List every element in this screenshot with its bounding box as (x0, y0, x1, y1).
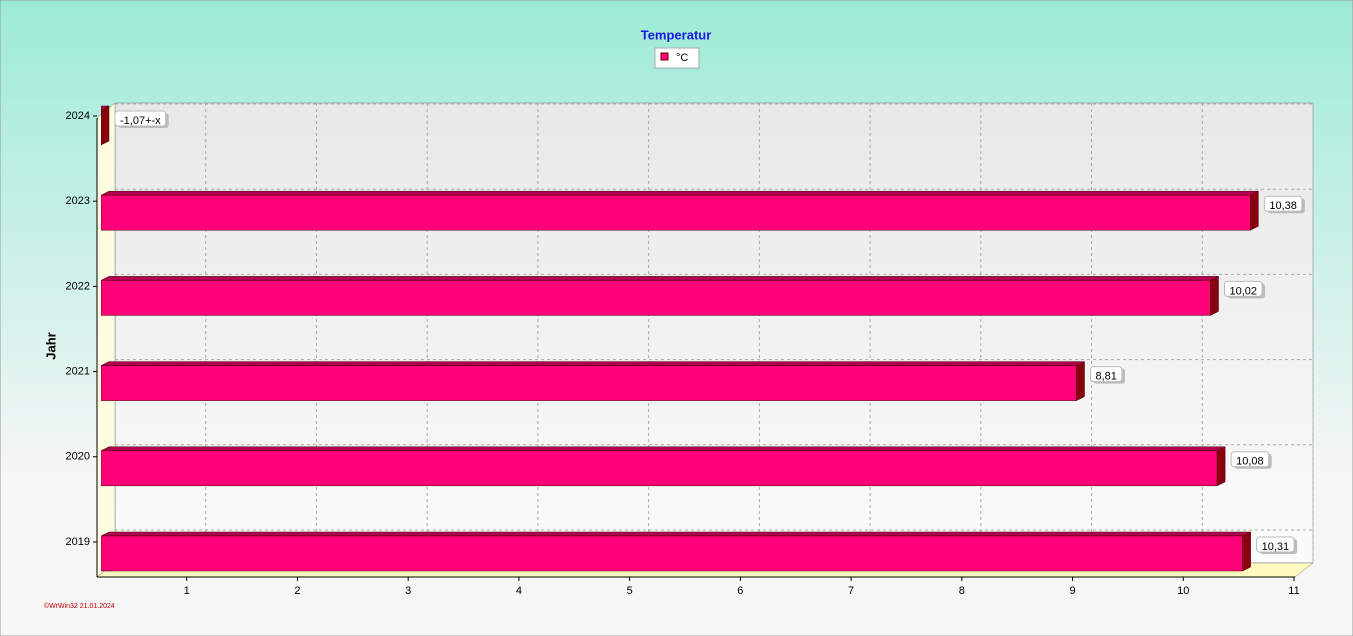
bar-side (101, 105, 110, 146)
bar-front (101, 194, 1251, 231)
data-label: 10,02 (1229, 285, 1257, 297)
bar-front (101, 365, 1077, 401)
bar (101, 531, 1251, 572)
bar (101, 361, 1085, 402)
footer: ©WrWin32 21.01.2024 (44, 602, 115, 610)
bar-top (101, 446, 1226, 452)
bar (101, 105, 110, 146)
x-tick-label: 3 (405, 585, 411, 597)
bar-top (101, 190, 1259, 196)
bar-top (101, 361, 1085, 366)
x-tick-label: 11 (1288, 585, 1299, 597)
bar-side (1076, 361, 1085, 402)
data-label-box (114, 110, 167, 127)
left-wall (96, 102, 116, 578)
y-tick-label: 2022 (66, 280, 90, 292)
bar-front (101, 535, 1243, 572)
data-label: 10,08 (1236, 456, 1264, 468)
y-tick-label: 2020 (66, 451, 90, 463)
bar (101, 190, 1259, 231)
y-tick-label: 2023 (66, 195, 90, 207)
data-label: 10,31 (1262, 541, 1290, 553)
bar (101, 446, 1226, 487)
bar-front (101, 280, 1211, 316)
data-label: 8,81 (1096, 371, 1117, 383)
x-tick-label: 6 (737, 585, 743, 597)
data-label-box (1090, 366, 1123, 383)
data-label: -1,07+-x (120, 115, 161, 127)
x-tick-label: 8 (959, 585, 965, 597)
y-tick-label: 2021 (66, 366, 90, 378)
bar-top (101, 276, 1219, 281)
bar-side (1216, 446, 1226, 487)
data-label-box (1256, 536, 1295, 553)
data-label-box (1263, 195, 1303, 212)
bar-front (101, 450, 1218, 487)
y-tick-label: 2019 (66, 536, 90, 548)
bar-side (1242, 531, 1251, 572)
y-axis-title: Jahr (43, 332, 58, 359)
data-label: 10,38 (1269, 200, 1297, 212)
bar-top (101, 531, 1251, 537)
x-tick-label: 10 (1177, 585, 1189, 597)
bar-side (1250, 190, 1259, 231)
x-tick-label: 5 (627, 585, 633, 597)
x-tick-label: 1 (184, 585, 190, 597)
bar (101, 275, 1219, 316)
legend-swatch (660, 52, 669, 61)
x-tick-label: 4 (516, 585, 522, 597)
chart-title: Temperatur (641, 27, 712, 42)
legend-label: °C (676, 52, 688, 64)
back-wall (114, 102, 1314, 564)
bar-side (1210, 275, 1219, 316)
x-tick-label: 9 (1069, 585, 1075, 597)
data-label-box (1223, 280, 1263, 297)
x-tick-label: 7 (848, 585, 854, 597)
y-tick-label: 2024 (66, 110, 90, 122)
x-tick-label: 2 (294, 585, 300, 597)
data-label-box (1230, 451, 1270, 468)
